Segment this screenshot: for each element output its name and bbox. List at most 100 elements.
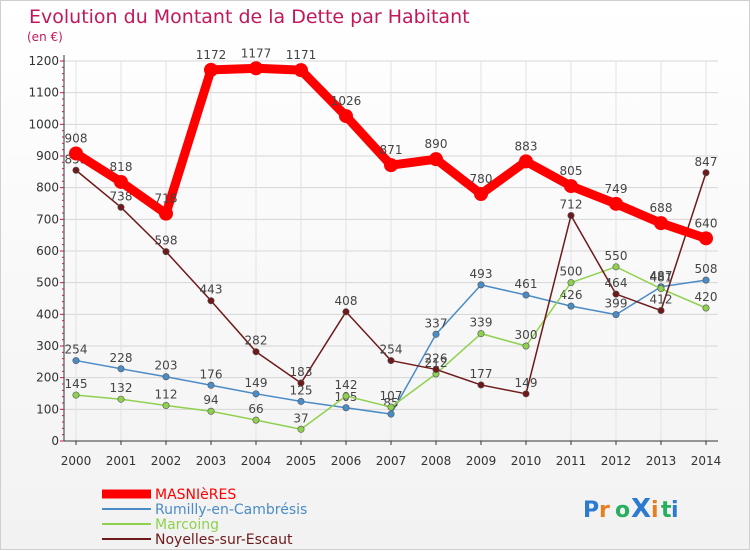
data-label: 908	[65, 131, 88, 145]
data-point	[477, 381, 485, 389]
data-label: 718	[155, 192, 178, 206]
data-point	[297, 379, 305, 387]
chart-title: Evolution du Montant de la Dette par Hab…	[29, 6, 470, 28]
data-point	[657, 285, 665, 293]
data-point	[612, 311, 620, 319]
data-point	[432, 365, 440, 373]
data-label: 149	[515, 376, 538, 390]
data-label: 408	[335, 294, 358, 308]
data-point	[207, 381, 215, 389]
data-point	[162, 373, 170, 381]
y-tick-label: 0	[51, 434, 59, 448]
legend: MASNIèRESRumilly-en-CambrésisMarcoingNoy…	[102, 487, 307, 548]
data-label: 1026	[331, 94, 362, 108]
data-label: 464	[605, 276, 628, 290]
y-tick-label: 1100	[28, 86, 59, 100]
data-point	[657, 307, 665, 315]
data-label: 226	[425, 351, 448, 365]
data-point	[522, 342, 530, 350]
data-label: 1171	[286, 48, 317, 62]
y-tick-label: 600	[36, 244, 59, 258]
data-label: 300	[515, 328, 538, 342]
y-tick-label: 900	[36, 149, 59, 163]
data-label: 640	[695, 216, 718, 230]
y-tick-label: 300	[36, 339, 59, 353]
data-point	[387, 357, 395, 365]
data-point	[342, 392, 350, 400]
data-label: 37	[293, 411, 308, 425]
data-point	[297, 397, 305, 405]
logo-letter: o	[615, 498, 630, 523]
data-label: 1177	[241, 46, 272, 60]
data-label: 443	[200, 283, 223, 297]
data-point	[159, 206, 173, 221]
data-label: 149	[245, 376, 268, 390]
data-label: 493	[470, 267, 493, 281]
grid	[64, 60, 718, 442]
data-point	[519, 154, 533, 169]
data-point	[204, 62, 218, 77]
data-point	[522, 390, 530, 398]
data-point	[387, 410, 395, 418]
data-point	[252, 390, 260, 398]
data-label: 254	[65, 343, 88, 357]
y-tick-label: 1000	[28, 117, 59, 131]
series-marcoing: 145 132 112 9466371421072123393005005504814…	[65, 249, 718, 433]
y-tick-label: 700	[36, 212, 59, 226]
data-label: 780	[470, 172, 493, 186]
data-point	[477, 330, 485, 338]
data-point	[702, 276, 710, 284]
data-label: 107	[380, 389, 403, 403]
data-point	[69, 146, 83, 161]
data-point	[162, 248, 170, 256]
data-label: 688	[650, 201, 673, 215]
data-point	[72, 391, 80, 399]
data-label: 94	[203, 393, 218, 407]
data-point	[72, 357, 80, 365]
data-label: 412	[650, 293, 673, 307]
data-label: 598	[155, 234, 178, 248]
data-label: 228	[110, 351, 133, 365]
data-label: 142	[335, 378, 358, 392]
x-tick-label: 2004	[241, 454, 272, 468]
data-label: 890	[425, 137, 448, 151]
data-label: 66	[248, 402, 263, 416]
data-point	[117, 395, 125, 403]
x-tick-label: 2001	[106, 454, 137, 468]
data-label: 112	[155, 388, 178, 402]
y-tick-label: 800	[36, 181, 59, 195]
series-rumilly-en-cambr-sis: 2542282031761491251058533749346142639948…	[65, 262, 717, 418]
unit-label: (en €)	[27, 30, 63, 44]
data-point	[294, 63, 308, 78]
data-point	[699, 231, 713, 246]
data-label: 738	[110, 189, 133, 203]
legend-label-masni-res: MASNIèRES	[155, 487, 236, 503]
data-point	[567, 212, 575, 220]
data-label: 871	[380, 143, 403, 157]
data-label: 749	[605, 182, 628, 196]
data-label: 254	[380, 343, 403, 357]
series-group: 2542282031761491251058533749346142639948…	[65, 46, 718, 433]
data-point	[252, 416, 260, 424]
data-point	[249, 61, 263, 76]
logo-letter: X	[631, 494, 651, 524]
data-label: 550	[605, 249, 628, 263]
y-tick-label: 500	[36, 276, 59, 290]
data-label: 487	[650, 269, 673, 283]
legend-label-marcoing: Marcoing	[155, 517, 219, 533]
data-point	[564, 179, 578, 194]
data-label: 712	[560, 198, 583, 212]
logo-letter: r	[599, 498, 610, 523]
series-masni-res: 908 818 718 1172 1177 1171 1026 871 890 780 883 805…	[65, 46, 718, 246]
legend-label-noyelles-sur-escaut: Noyelles-sur-Escaut	[155, 532, 293, 548]
data-point	[612, 290, 620, 298]
data-label: 282	[245, 334, 268, 348]
logo-letter: P	[583, 498, 599, 523]
x-tick-label: 2000	[61, 454, 92, 468]
data-label: 500	[560, 265, 583, 279]
x-tick-label: 2008	[421, 454, 452, 468]
data-point	[117, 203, 125, 211]
data-label: 339	[470, 316, 493, 330]
data-label: 212	[425, 356, 448, 370]
data-label: 420	[695, 290, 718, 304]
